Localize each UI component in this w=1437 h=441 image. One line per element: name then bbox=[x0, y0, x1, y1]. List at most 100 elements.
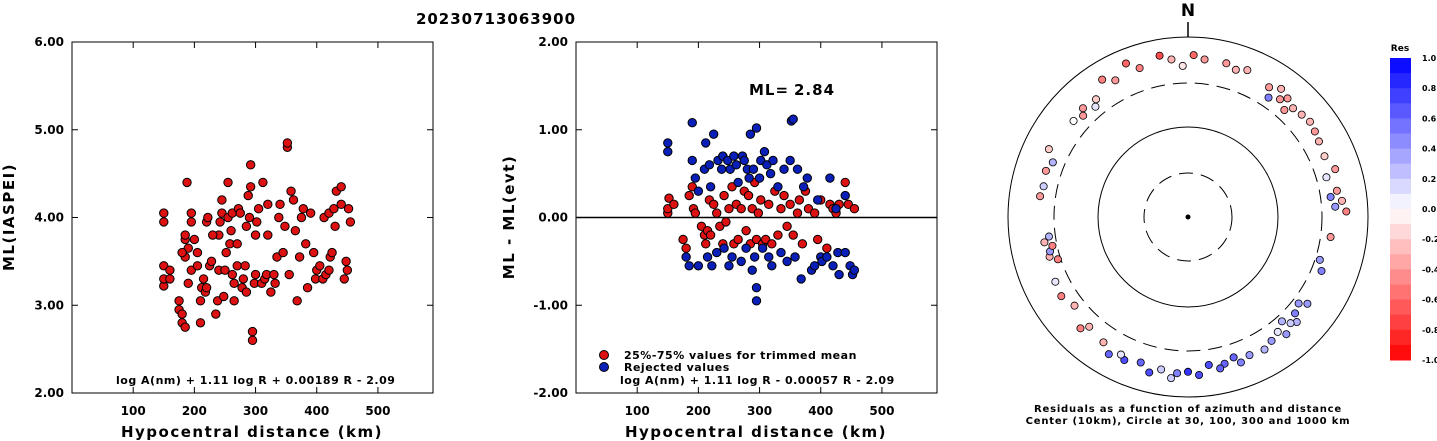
data-point bbox=[186, 208, 197, 218]
y-axis-label: ML - ML(evt) bbox=[500, 155, 518, 279]
ml-value: 2.84 bbox=[794, 81, 835, 99]
accepted-point bbox=[753, 208, 764, 218]
rejected-point bbox=[681, 252, 691, 262]
rejected-point bbox=[748, 164, 759, 174]
x-tick-label: 300 bbox=[243, 404, 268, 418]
rejected-point bbox=[684, 261, 694, 271]
data-point bbox=[180, 322, 190, 332]
station-point bbox=[1121, 59, 1130, 68]
colorbar-block bbox=[1390, 314, 1411, 331]
station-point bbox=[1044, 145, 1053, 154]
accepted-point bbox=[712, 208, 722, 218]
y-tick-label: -2.00 bbox=[533, 386, 568, 400]
caption-line-2: Center (10km), Circle at 30, 100, 300 an… bbox=[1026, 416, 1351, 427]
data-point bbox=[286, 186, 296, 196]
y-tick-label: 2.00 bbox=[34, 386, 64, 400]
colorbar-block bbox=[1390, 58, 1411, 74]
station-point bbox=[1216, 364, 1225, 373]
data-point bbox=[244, 212, 255, 223]
colorbar-block bbox=[1390, 88, 1411, 104]
data-point bbox=[159, 208, 169, 218]
data-point bbox=[296, 212, 307, 223]
rejected-point bbox=[765, 168, 776, 179]
station-point bbox=[1204, 360, 1213, 369]
station-point bbox=[1267, 336, 1276, 345]
rejected-point bbox=[757, 243, 768, 253]
data-point bbox=[201, 283, 212, 293]
y-tick-labels: 2.00 3.00 4.00 5.00 6.00 bbox=[34, 35, 433, 400]
data-point bbox=[294, 252, 305, 262]
y-tick-label: 6.00 bbox=[34, 35, 64, 49]
station-point bbox=[1332, 186, 1341, 195]
data-point bbox=[221, 247, 231, 258]
rejected-point bbox=[727, 252, 737, 262]
station-point bbox=[1320, 152, 1329, 161]
rejected-point bbox=[779, 164, 789, 174]
rejected-point bbox=[687, 118, 697, 128]
data-point bbox=[203, 212, 213, 223]
station-point bbox=[1099, 338, 1108, 347]
station-point bbox=[1303, 299, 1312, 308]
rejected-point bbox=[712, 247, 722, 258]
rejected-point bbox=[704, 160, 715, 170]
rejected-point bbox=[825, 173, 835, 183]
colorbar-tick-label: -0.2 bbox=[1422, 235, 1437, 244]
data-point bbox=[238, 274, 249, 284]
colorbar-tick-label: -0.8 bbox=[1422, 326, 1437, 335]
data-point bbox=[341, 256, 351, 267]
colorbar-block bbox=[1390, 163, 1411, 180]
station-point bbox=[1057, 292, 1066, 301]
data-point bbox=[215, 217, 225, 227]
data-point bbox=[195, 296, 206, 306]
data-point bbox=[245, 160, 256, 170]
rejected-point bbox=[747, 265, 757, 275]
data-point bbox=[284, 269, 294, 280]
rejected-point bbox=[724, 261, 734, 271]
station-point bbox=[1040, 238, 1049, 247]
y-tick-label: 0.00 bbox=[538, 211, 568, 225]
station-point bbox=[1305, 117, 1314, 126]
accepted-point bbox=[690, 208, 701, 218]
data-point bbox=[290, 225, 301, 236]
colorbar-block bbox=[1390, 269, 1411, 285]
station-point bbox=[1322, 173, 1331, 182]
colorbar-block bbox=[1390, 118, 1411, 134]
station-point bbox=[1291, 309, 1300, 318]
y-tick-label: 5.00 bbox=[34, 123, 64, 137]
accepted-point bbox=[779, 190, 789, 201]
data-point bbox=[243, 190, 253, 201]
data-point bbox=[165, 274, 175, 284]
colorbar-block bbox=[1390, 299, 1411, 316]
station-point bbox=[1275, 95, 1284, 104]
colorbar-block bbox=[1390, 103, 1411, 119]
accepted-point bbox=[788, 230, 798, 240]
accepted-point bbox=[776, 204, 786, 214]
station-point bbox=[1273, 327, 1282, 336]
data-point bbox=[339, 274, 349, 284]
station-point bbox=[1048, 241, 1057, 250]
data-point bbox=[198, 274, 209, 284]
data-point bbox=[223, 177, 233, 188]
x-axis-label: Hypocentral distance (km) bbox=[625, 423, 887, 441]
data-point bbox=[235, 208, 245, 218]
data-point bbox=[305, 208, 316, 218]
data-point bbox=[159, 217, 169, 227]
accepted-point bbox=[708, 199, 719, 210]
station-point bbox=[1331, 202, 1340, 211]
station-point bbox=[1036, 192, 1045, 201]
accepted-point bbox=[822, 243, 832, 253]
station-point bbox=[1173, 369, 1182, 378]
data-point bbox=[263, 230, 273, 240]
station-point bbox=[1317, 266, 1326, 275]
data-point bbox=[195, 318, 206, 328]
data-point bbox=[280, 221, 290, 231]
accepted-point bbox=[664, 193, 674, 203]
rejected-point bbox=[690, 173, 701, 183]
rejected-point bbox=[849, 265, 860, 275]
rejected-point bbox=[716, 164, 727, 174]
station-point bbox=[1048, 158, 1057, 167]
colorbar-tick-label: -0.4 bbox=[1422, 265, 1437, 274]
colorbar-block bbox=[1390, 209, 1411, 225]
data-point bbox=[174, 296, 184, 306]
legend-marker-rejected bbox=[599, 362, 609, 372]
